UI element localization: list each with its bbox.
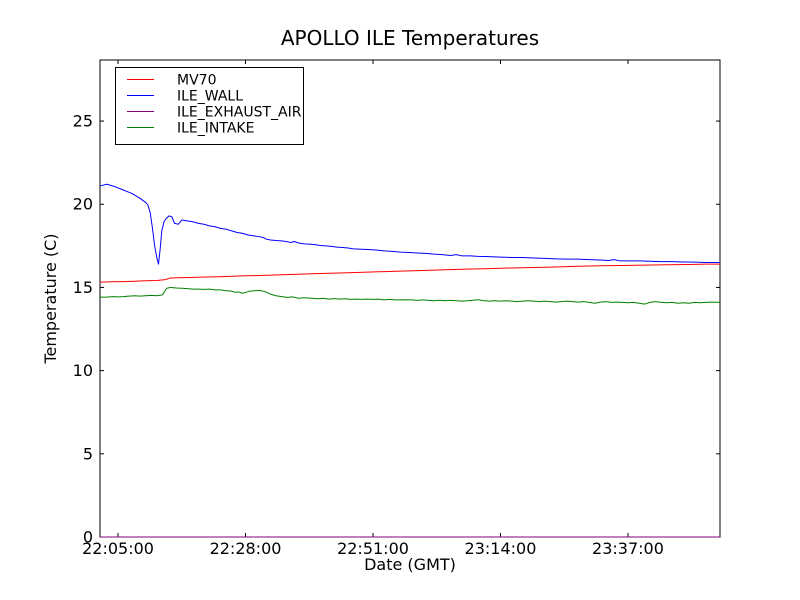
legend-box: [115, 67, 304, 145]
x-tick-label: 23:14:00: [465, 539, 537, 558]
x-tick-label: 22:51:00: [337, 539, 409, 558]
y-tick-label: 5: [83, 444, 93, 463]
y-tick-label: 0: [83, 528, 93, 547]
legend-label-ile_wall: ILE_WALL: [177, 89, 243, 105]
y-tick-label: 15: [73, 278, 93, 297]
y-axis-label: Temperature (C): [41, 233, 60, 364]
series-line-ile_intake: [100, 286, 721, 305]
x-tick-label: 22:05:00: [82, 539, 154, 558]
x-tick-label: 22:28:00: [210, 539, 282, 558]
legend-label-ile_exhaust_air: ILE_EXHAUST_AIR: [177, 105, 302, 121]
y-tick-label: 25: [73, 112, 93, 131]
x-tick-label: 23:37:00: [592, 539, 664, 558]
y-tick-label: 20: [73, 195, 93, 214]
x-axis-label: Date (GMT): [364, 555, 456, 574]
series-line-mv70: [99, 263, 720, 283]
y-tick-label: 10: [73, 361, 93, 380]
plot-area-group: 22:05:00 22:28:00 22:51:00 23:14:00 23:37:00…: [73, 59, 721, 558]
chart-title: APOLLO ILE Temperatures: [281, 26, 539, 50]
series-line-ile_wall: [99, 183, 720, 265]
legend-label-ile_intake: ILE_INTAKE: [177, 121, 254, 137]
legend-label-mv70: MV70: [177, 73, 216, 89]
